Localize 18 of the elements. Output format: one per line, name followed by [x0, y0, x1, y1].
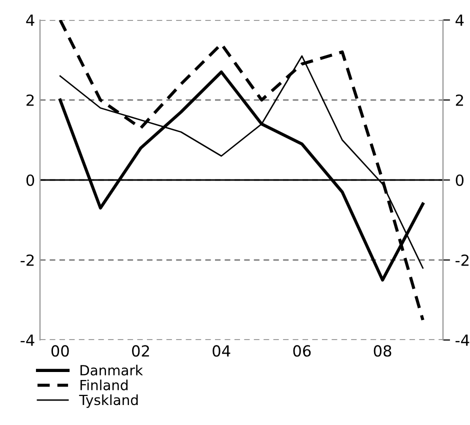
y-tick-label: -4	[20, 334, 34, 346]
y-tick-label: 4	[26, 14, 34, 26]
x-tick-label: 06	[293, 345, 311, 357]
x-tick-label: 02	[132, 345, 149, 357]
y2-tick-label: 2	[456, 94, 463, 106]
x-tick-label: 08	[374, 345, 392, 357]
y2-tick-label: -2	[456, 254, 469, 266]
legend-label: Finland	[80, 380, 128, 390]
y2-tick-label: -4	[456, 334, 470, 346]
y-tick-label: -2	[20, 254, 34, 266]
y2-tick-label: 4	[456, 14, 464, 26]
y-tick-label: 0	[26, 174, 34, 186]
y2-tick-label: 0	[456, 174, 464, 186]
x-tick-label: 00	[51, 345, 69, 357]
x-tick-label: 04	[212, 345, 230, 357]
y-tick-label: 2	[26, 94, 34, 106]
legend-label: Danmark	[80, 364, 143, 376]
legend-label: Tyskland	[79, 394, 138, 408]
